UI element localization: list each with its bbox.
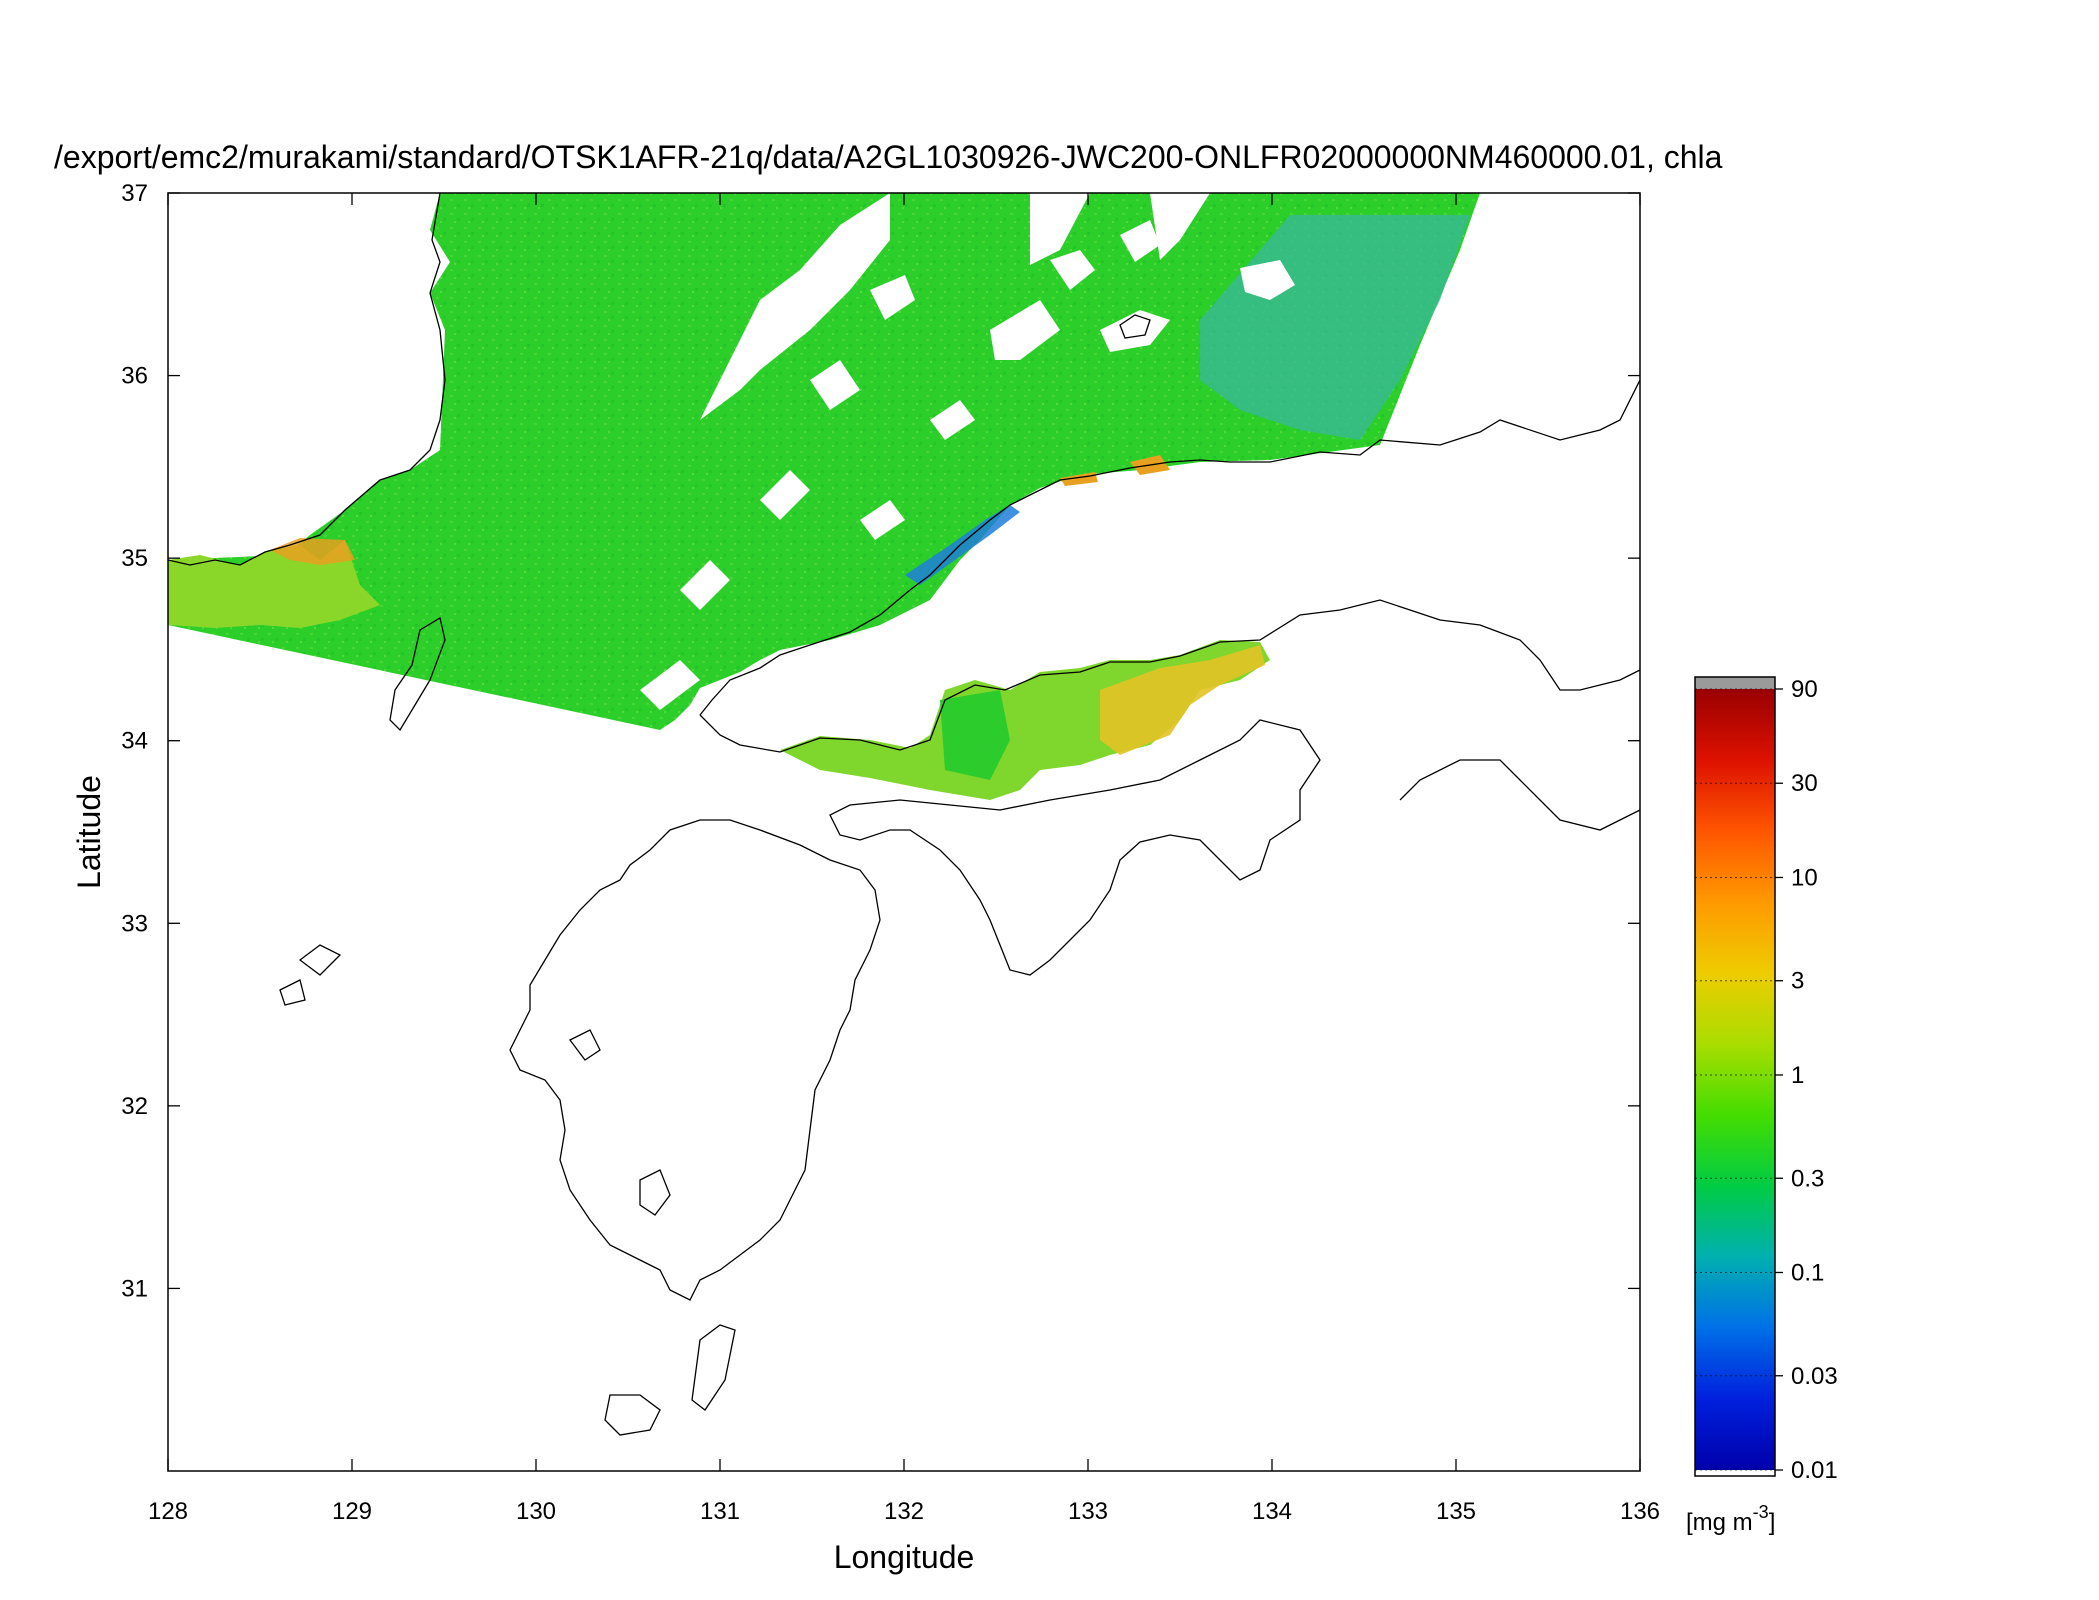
y-axis-ticks: 37 36 35 34 33 32 31 — [121, 180, 1640, 1302]
colorbar-unit-base: [mg m — [1686, 1509, 1753, 1536]
x-tick-label: 131 — [700, 1498, 740, 1525]
colorbar-tick-label: 90 — [1791, 676, 1818, 703]
colorbar-tick-label: 3 — [1791, 968, 1804, 995]
colorbar-unit-label: [mg m-3] — [1686, 1502, 1775, 1536]
x-tick-label: 133 — [1068, 1498, 1108, 1525]
x-tick-label: 134 — [1252, 1498, 1292, 1525]
x-tick-label: 130 — [516, 1498, 556, 1525]
coastal-blue-strip — [905, 505, 1020, 585]
inland-sea-west-green — [940, 690, 1010, 780]
y-tick-label: 31 — [121, 1275, 148, 1302]
cloud-cover — [640, 193, 1295, 710]
y-tick-label: 32 — [121, 1093, 148, 1120]
y-tick-label: 36 — [121, 363, 148, 390]
x-tick-label: 128 — [148, 1498, 188, 1525]
colorbar-tick-label: 0.01 — [1791, 1457, 1838, 1484]
colorbar-gradient — [1695, 689, 1775, 1470]
colorbar-ticks: 90 30 10 3 1 0.3 0.1 0.03 0.01 — [1695, 676, 1838, 1484]
y-tick-label: 35 — [121, 545, 148, 572]
x-tick-label: 136 — [1620, 1498, 1660, 1525]
y-tick-label: 34 — [121, 728, 148, 755]
colorbar: 90 30 10 3 1 0.3 0.1 0.03 0.01 [mg m-3] — [1686, 676, 1838, 1536]
colorbar-tick-label: 0.03 — [1791, 1363, 1838, 1390]
colorbar-tick-label: 0.3 — [1791, 1165, 1824, 1192]
inland-sea-high-chla — [1100, 645, 1265, 755]
shimane-coastal-patch — [1060, 455, 1170, 486]
colorbar-tick-label: 30 — [1791, 770, 1818, 797]
colorbar-tick-label: 10 — [1791, 864, 1818, 891]
y-tick-label: 33 — [121, 910, 148, 937]
x-axis-label: Longitude — [834, 1539, 975, 1575]
colorbar-unit-close: ] — [1769, 1509, 1776, 1536]
colorbar-tick-label: 1 — [1791, 1062, 1804, 1089]
x-tick-label: 132 — [884, 1498, 924, 1525]
x-tick-label: 129 — [332, 1498, 372, 1525]
y-axis-label: Latitude — [71, 775, 107, 889]
map-title: /export/emc2/murakami/standard/OTSK1AFR-… — [54, 139, 1723, 175]
colorbar-under-range — [1695, 1470, 1775, 1476]
colorbar-tick-label: 0.1 — [1791, 1259, 1824, 1286]
colorbar-over-range — [1695, 677, 1775, 689]
y-tick-label: 37 — [121, 180, 148, 207]
x-tick-label: 135 — [1436, 1498, 1476, 1525]
x-axis-ticks: 128 129 130 131 132 133 134 135 136 — [148, 193, 1660, 1525]
colorbar-unit-exponent: -3 — [1753, 1502, 1769, 1522]
colorbar-frame — [1694, 676, 1776, 1477]
coastlines — [168, 193, 1640, 1436]
